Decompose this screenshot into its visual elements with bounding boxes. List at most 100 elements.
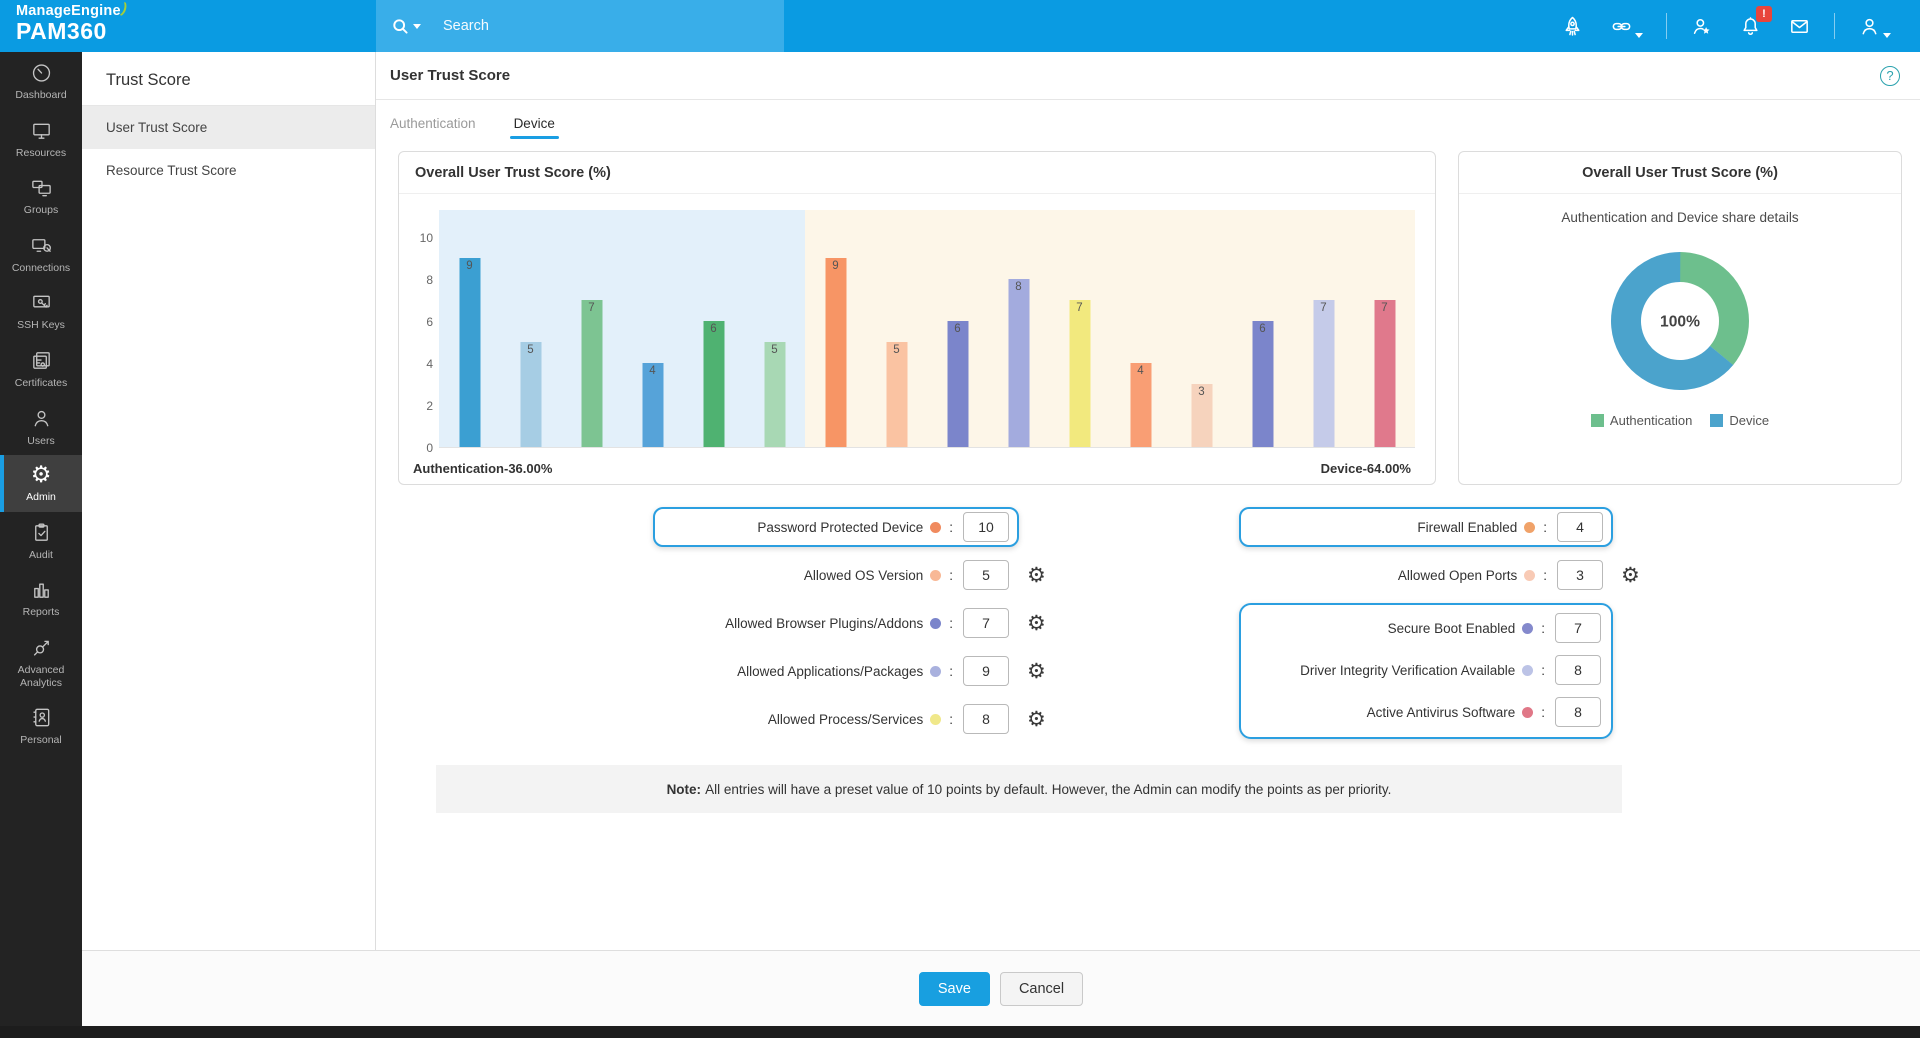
account-icon[interactable] — [1858, 15, 1891, 38]
subsidebar-item-user-trust-score[interactable]: User Trust Score — [82, 106, 375, 149]
allowed-browser-plugins-addons-input[interactable] — [963, 608, 1009, 638]
quick-links-icon[interactable] — [1610, 15, 1643, 38]
field-row-allowed-open-ports: Allowed Open Ports: ⚙ — [1239, 555, 1643, 595]
bar-value-label: 3 — [1198, 386, 1205, 398]
field-label: Allowed Process/Services — [767, 711, 924, 727]
field-row-password-protected-device: Password Protected Device: — [653, 507, 1049, 547]
y-tick-label: 4 — [426, 357, 433, 371]
settings-gear-icon[interactable]: ⚙ — [1027, 610, 1046, 635]
help-icon[interactable]: ? — [1880, 65, 1900, 86]
bar-value-label: 7 — [588, 302, 595, 314]
tab-authentication[interactable]: Authentication — [390, 116, 476, 131]
sidebar-item-dashboard[interactable]: Dashboard — [0, 52, 82, 110]
field-separator: : — [949, 663, 953, 679]
field-separator: : — [1541, 662, 1545, 678]
sidebar-item-groups[interactable]: Groups — [0, 167, 82, 225]
y-tick-label: 8 — [426, 273, 433, 287]
cancel-button[interactable]: Cancel — [999, 971, 1084, 1006]
sidebar-item-ssh-keys[interactable]: SSH Keys — [0, 282, 82, 340]
score-form: Password Protected Device: Allowed OS Ver… — [376, 507, 1920, 747]
search-icon[interactable] — [390, 16, 411, 37]
field-label: Allowed OS Version — [803, 567, 924, 583]
bar-slot: 9 — [805, 210, 866, 447]
bar-slot: 4 — [1110, 210, 1171, 447]
note-bar: Note: All entries will have a preset val… — [436, 765, 1622, 813]
field-box: Allowed Open Ports: — [1239, 555, 1613, 595]
legend-label: Authentication — [1609, 413, 1693, 428]
settings-gear-icon[interactable]: ⚙ — [1027, 658, 1046, 683]
settings-gear-icon[interactable]: ⚙ — [1027, 562, 1046, 587]
subsidebar: Trust Score User Trust Score Resource Tru… — [82, 52, 376, 950]
driver-integrity-verification-available-input[interactable] — [1555, 655, 1601, 685]
ssh-icon — [30, 291, 53, 314]
save-button[interactable]: Save — [918, 971, 990, 1006]
bar-value-label: 6 — [710, 323, 717, 335]
gear-slot: ⚙ — [1019, 706, 1049, 731]
bar-value-label: 9 — [466, 260, 473, 272]
sidebar-item-personal[interactable]: Personal — [0, 697, 82, 755]
bar-slot: 6 — [927, 210, 988, 447]
donut-legend: Authentication Device — [1459, 413, 1901, 428]
bar-chart-card: Overall User Trust Score (%) 0 2 4 6 8 10 9 5 7… — [398, 151, 1436, 485]
bar-authentication-2: 5 — [520, 342, 541, 447]
bar-slot: 5 — [866, 210, 927, 447]
field-box: Driver Integrity Verification Available: — [1241, 650, 1611, 690]
sidebar-item-certificates[interactable]: Certificates — [0, 340, 82, 398]
bar-value-label: 7 — [1076, 302, 1083, 314]
sidebar-item-advanced-analytics[interactable]: Advanced Analytics — [0, 627, 82, 697]
donut-wrap: 100% — [1459, 237, 1901, 405]
sidebar-item-label: Dashboard — [15, 89, 67, 101]
form-left-column: Password Protected Device: Allowed OS Ver… — [653, 507, 1049, 747]
legend-swatch — [1710, 414, 1724, 427]
sidebar-item-admin[interactable]: ⚙ Admin — [0, 455, 82, 512]
priority-dot — [1522, 706, 1534, 718]
bar-authentication-1: 9 — [459, 258, 480, 447]
topbar-icons: ! — [1548, 0, 1904, 52]
priority-dot — [1522, 664, 1534, 676]
settings-gear-icon[interactable]: ⚙ — [1621, 562, 1640, 587]
bar-value-label: 6 — [1259, 323, 1266, 335]
brand-logo[interactable]: ManageEngine) PAM360 — [16, 1, 129, 44]
notifications-icon[interactable]: ! — [1739, 5, 1772, 38]
field-separator: : — [1541, 620, 1545, 636]
sidebar-item-label: Users — [27, 434, 55, 447]
bar-value-label: 7 — [1320, 302, 1327, 314]
clipboard-icon — [30, 521, 53, 544]
footer: Save Cancel — [82, 950, 1920, 1026]
tab-device[interactable]: Device — [509, 116, 560, 139]
bar-authentication-5: 6 — [703, 321, 724, 447]
subsidebar-item-resource-trust-score[interactable]: Resource Trust Score — [106, 163, 237, 178]
sidebar-item-reports[interactable]: Reports — [0, 569, 82, 627]
bar-slot: 5 — [500, 210, 561, 447]
sidebar-item-label: Resources — [15, 146, 67, 159]
allowed-open-ports-input[interactable] — [1557, 560, 1603, 590]
field-label: Allowed Browser Plugins/Addons — [725, 615, 924, 631]
user-favorites-icon[interactable] — [1690, 15, 1713, 38]
search-input[interactable] — [443, 18, 743, 34]
sidebar-item-users[interactable]: Users — [0, 398, 82, 456]
launcher-icon[interactable] — [1561, 15, 1584, 38]
monitors-icon — [30, 176, 53, 199]
field-separator: : — [1541, 704, 1545, 720]
secure-boot-enabled-input[interactable] — [1555, 613, 1601, 643]
allowed-process-services-input[interactable] — [963, 704, 1009, 734]
sidebar-item-audit[interactable]: Audit — [0, 512, 82, 570]
bar-value-label: 6 — [954, 323, 961, 335]
field-row-allowed-process-services: Allowed Process/Services: ⚙ — [653, 699, 1049, 739]
firewall-enabled-input[interactable] — [1557, 512, 1603, 542]
donut-chart-card: Overall User Trust Score (%) Authenticat… — [1458, 151, 1902, 485]
field-row-secure-boot-enabled: Secure Boot Enabled: — [1241, 608, 1611, 648]
donut-center-label: 100% — [1660, 313, 1700, 330]
active-antivirus-software-input[interactable] — [1555, 697, 1601, 727]
priority-dot — [930, 713, 942, 725]
sidebar-item-label: Personal — [20, 734, 62, 747]
search-scope-caret-icon[interactable] — [413, 23, 421, 29]
y-tick-label: 6 — [426, 315, 433, 329]
password-protected-device-input[interactable] — [963, 512, 1009, 542]
allowed-applications-packages-input[interactable] — [963, 656, 1009, 686]
sidebar-item-connections[interactable]: Connections — [0, 225, 82, 283]
allowed-os-version-input[interactable] — [963, 560, 1009, 590]
settings-gear-icon[interactable]: ⚙ — [1027, 706, 1046, 731]
messages-icon[interactable] — [1788, 15, 1811, 38]
sidebar-item-resources[interactable]: Resources — [0, 110, 82, 168]
